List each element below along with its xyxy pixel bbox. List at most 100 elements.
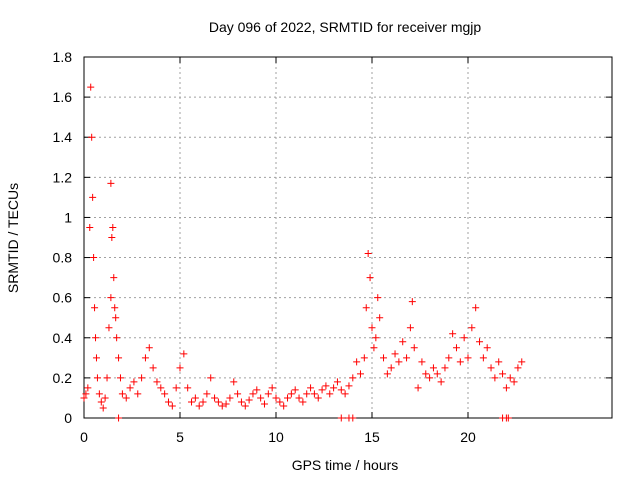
data-point <box>504 414 512 422</box>
data-point <box>80 394 88 402</box>
data-point <box>113 334 121 342</box>
data-point <box>107 294 115 302</box>
data-point <box>479 354 487 362</box>
data-point <box>483 344 491 352</box>
data-point <box>445 354 453 362</box>
data-point <box>514 364 522 372</box>
data-point <box>406 324 414 332</box>
data-point <box>172 384 180 392</box>
axis-ticks <box>83 56 612 419</box>
data-point <box>487 364 495 372</box>
data-point <box>89 193 97 201</box>
data-point <box>410 344 418 352</box>
data-point <box>230 378 238 386</box>
data-point <box>99 404 107 412</box>
data-point <box>341 390 349 398</box>
data-point <box>180 350 188 358</box>
data-point <box>241 402 249 410</box>
x-tick-label: 5 <box>176 429 184 445</box>
data-point <box>157 384 165 392</box>
data-point <box>164 398 172 406</box>
data-point <box>472 304 480 312</box>
data-point <box>333 378 341 386</box>
data-point <box>130 378 138 386</box>
data-point <box>387 364 395 372</box>
data-point <box>203 390 211 398</box>
data-point <box>349 414 357 422</box>
data-point <box>345 382 353 390</box>
data-point <box>122 394 130 402</box>
data-point <box>108 234 116 241</box>
data-point <box>370 344 378 352</box>
y-axis-label: SRMTID / TECUs <box>5 183 21 293</box>
data-point <box>168 402 176 410</box>
data-point <box>276 398 284 406</box>
data-point <box>437 378 445 386</box>
data-point <box>383 370 391 378</box>
data-point <box>356 370 364 378</box>
data-point <box>111 304 119 312</box>
y-tick-label: 0.4 <box>53 330 73 346</box>
grid <box>84 57 612 418</box>
data-point <box>115 414 123 422</box>
data-point <box>153 378 161 386</box>
data-point <box>337 414 345 422</box>
data-point <box>368 324 376 332</box>
x-tick-label: 15 <box>364 429 380 445</box>
data-point <box>284 394 292 402</box>
data-point <box>433 370 441 378</box>
data-point <box>176 364 184 372</box>
data-point <box>103 374 111 382</box>
data-point <box>105 324 113 332</box>
data-point <box>422 370 430 378</box>
data-point <box>110 274 118 282</box>
data-point <box>403 354 411 362</box>
data-point <box>264 390 272 398</box>
data-point <box>502 384 510 392</box>
data-point <box>82 390 90 398</box>
data-point <box>115 354 123 362</box>
data-point <box>326 390 334 398</box>
data-point <box>364 250 372 258</box>
data-point <box>460 334 468 342</box>
tick-labels: 0 5 10 15 20 0 0.2 0.4 0.6 0.8 1 1.2 1.4 1.6 1.8 <box>53 49 476 445</box>
data-point <box>97 398 105 406</box>
data-point <box>245 396 253 404</box>
data-point <box>234 390 242 398</box>
data-point <box>380 354 388 362</box>
data-point <box>191 394 199 402</box>
data-point <box>211 394 219 402</box>
data-point <box>92 334 100 342</box>
data-point <box>149 364 157 372</box>
data-point <box>237 398 245 406</box>
data-point <box>399 338 407 346</box>
data-point <box>287 390 295 398</box>
data-point <box>506 374 514 382</box>
data-point <box>260 400 268 408</box>
data-point <box>418 358 426 366</box>
data-point <box>452 344 460 352</box>
data-point <box>303 390 311 398</box>
data-point <box>349 374 357 382</box>
x-tick-label: 0 <box>80 429 88 445</box>
data-point <box>88 133 96 141</box>
data-point <box>116 374 124 382</box>
data-point <box>307 384 315 392</box>
data-point <box>184 384 192 392</box>
data-point <box>268 384 276 392</box>
data-point <box>337 386 345 394</box>
data-point <box>134 390 142 398</box>
data-point <box>107 179 115 187</box>
data-point <box>90 254 98 262</box>
data-point <box>188 398 196 406</box>
data-point <box>109 223 117 231</box>
data-point <box>126 384 134 392</box>
data-point <box>395 358 403 366</box>
data-point <box>253 386 261 394</box>
y-tick-label: 1.6 <box>53 89 73 105</box>
data-point <box>468 324 476 332</box>
data-point <box>464 354 472 362</box>
data-point <box>138 374 146 382</box>
data-point <box>314 394 322 402</box>
